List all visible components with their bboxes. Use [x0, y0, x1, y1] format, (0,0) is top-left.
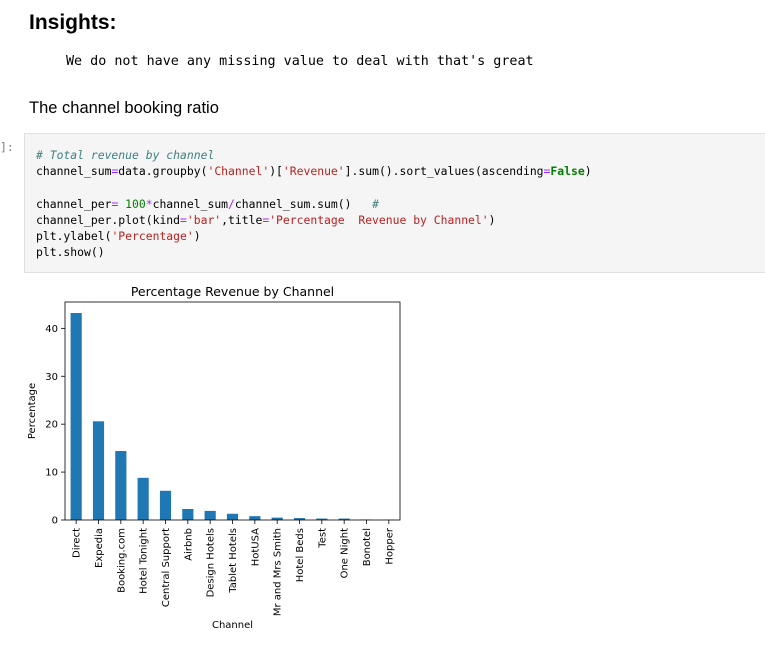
- bar: [293, 518, 306, 520]
- x-tick-label: Expedia: [94, 528, 105, 568]
- code-token: =: [543, 164, 551, 179]
- bar: [137, 477, 149, 520]
- insights-heading: Insights:: [29, 11, 117, 34]
- bar: [115, 451, 127, 520]
- bar: [271, 517, 283, 520]
- code-token: =: [111, 196, 119, 211]
- x-tick-label: Direct: [72, 528, 83, 558]
- y-tick-label: 0: [52, 516, 58, 527]
- x-tick-label: Design Hotels: [206, 528, 217, 597]
- bar: [316, 518, 328, 520]
- y-tick-label: 40: [45, 324, 58, 335]
- x-tick-label: Mr and Mrs Smith: [273, 528, 284, 616]
- y-tick-label: 20: [45, 420, 58, 431]
- code-token: 'Percentage Revenue by Channel': [269, 212, 489, 227]
- x-axis-label: Channel: [212, 620, 253, 631]
- code-token: ].sum().sort_values(ascending: [344, 164, 544, 179]
- code-token: 100: [118, 196, 146, 211]
- code-editor[interactable]: # Total revenue by channel channel_sum=d…: [36, 147, 592, 260]
- code-comment: # Total revenue by channel: [36, 148, 215, 162]
- code-token: ): [488, 212, 496, 227]
- revenue-bar-chart: Percentage Revenue by Channel Direct Exped…: [27, 284, 401, 631]
- x-tick-label: Tablet Hotels: [228, 528, 239, 594]
- code-token: #: [372, 196, 379, 211]
- code-token: /: [228, 196, 235, 211]
- bar: [159, 490, 172, 520]
- x-tick-label: Hotel Tonight: [139, 528, 150, 594]
- code-token: plt.ylabel(: [36, 229, 112, 244]
- y-tick-label: 30: [45, 372, 58, 383]
- code-token: ): [584, 164, 592, 179]
- bar: [226, 513, 239, 520]
- cell-prompt: ]:: [0, 140, 14, 154]
- code-token: =: [180, 212, 187, 227]
- code-token: channel_sum: [36, 164, 112, 179]
- code-token: channel_sum: [152, 196, 229, 211]
- code-token: channel_sum.sum(): [234, 196, 352, 211]
- code-token: 'Percentage': [111, 229, 194, 244]
- bar: [249, 516, 261, 520]
- x-tick-label: Bonotel: [362, 528, 373, 566]
- code-token: 'Revenue': [282, 164, 345, 179]
- code-token: *: [145, 196, 153, 211]
- x-tick-label: Central Support: [161, 528, 172, 607]
- code-token: ): [193, 229, 201, 244]
- x-tick-label: Test: [317, 528, 328, 549]
- code-token: 'Channel': [207, 164, 270, 179]
- code-token: )[: [269, 164, 283, 179]
- code-token: data: [118, 164, 146, 179]
- chart-title: Percentage Revenue by Channel: [131, 284, 334, 299]
- bar: [182, 508, 194, 520]
- x-tick-label: Airbnb: [183, 528, 194, 561]
- x-tick-label: Hotel Beds: [295, 528, 306, 582]
- code-cell[interactable]: # Total revenue by channel channel_sum=d…: [24, 133, 765, 273]
- code-token: =: [262, 212, 270, 227]
- section-heading: The channel booking ratio: [29, 99, 219, 117]
- insight-text: We do not have any missing value to deal…: [66, 54, 534, 69]
- code-token: False: [550, 164, 585, 179]
- bar: [204, 510, 216, 520]
- x-tick-label: One Night: [340, 528, 351, 578]
- code-token: =: [111, 164, 119, 179]
- code-token: channel_per.plot(kind: [36, 212, 181, 227]
- bar: [338, 518, 350, 520]
- code-token: plt.show(): [36, 245, 105, 260]
- plot-frame: [64, 301, 401, 521]
- x-tick-label: Hopper: [384, 527, 395, 564]
- y-axis-label: Percentage: [27, 383, 38, 439]
- x-tick-label: HotUSA: [250, 528, 261, 566]
- y-tick-label: 10: [45, 468, 58, 479]
- code-token: channel_per: [36, 196, 112, 211]
- code-token: 'bar': [186, 212, 222, 227]
- bar: [92, 421, 105, 520]
- code-token: ,title: [221, 212, 263, 227]
- code-token: .groupby(: [145, 164, 208, 179]
- x-tick-label: Booking.com: [116, 528, 127, 593]
- bar: [70, 313, 82, 520]
